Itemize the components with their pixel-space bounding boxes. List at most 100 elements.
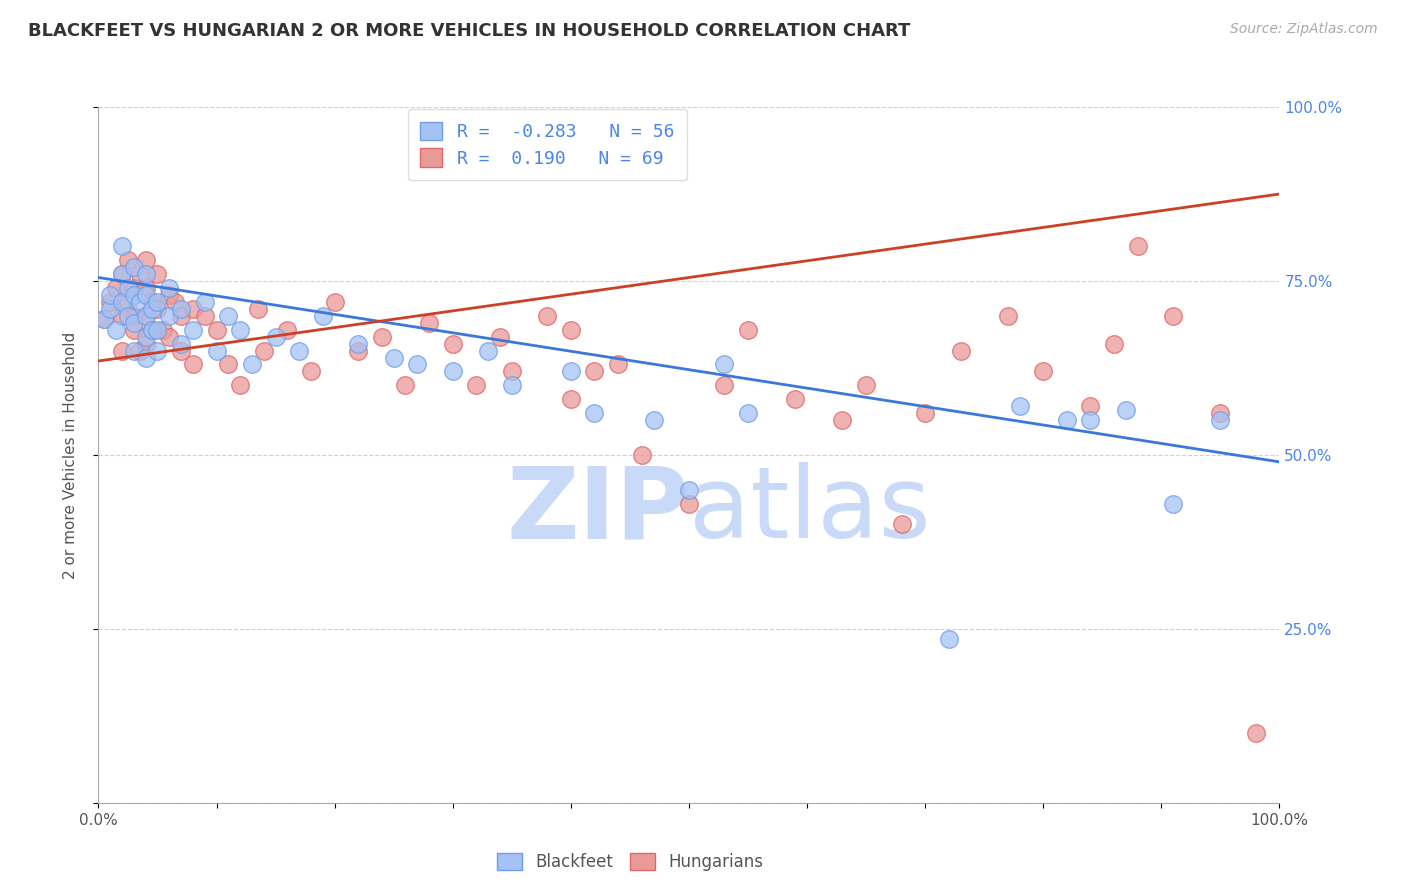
Point bbox=[152, 323, 174, 337]
Point bbox=[288, 343, 311, 358]
Text: Source: ZipAtlas.com: Source: ZipAtlas.com bbox=[1230, 22, 1378, 37]
Point bbox=[111, 267, 134, 281]
Point bbox=[406, 358, 429, 372]
Point bbox=[111, 343, 134, 358]
Point bbox=[128, 294, 150, 309]
Point bbox=[98, 294, 121, 309]
Point bbox=[217, 358, 239, 372]
Point bbox=[855, 378, 877, 392]
Point bbox=[117, 294, 139, 309]
Point bbox=[98, 301, 121, 316]
Point bbox=[117, 309, 139, 323]
Point bbox=[441, 336, 464, 351]
Point bbox=[135, 351, 157, 365]
Point bbox=[122, 260, 145, 274]
Point bbox=[170, 301, 193, 316]
Point bbox=[536, 309, 558, 323]
Point bbox=[181, 301, 204, 316]
Point bbox=[737, 406, 759, 420]
Point bbox=[165, 294, 187, 309]
Point bbox=[217, 309, 239, 323]
Point bbox=[170, 336, 193, 351]
Point bbox=[299, 364, 322, 378]
Point bbox=[382, 351, 405, 365]
Point bbox=[264, 329, 287, 343]
Point bbox=[205, 323, 228, 337]
Point bbox=[630, 448, 652, 462]
Point bbox=[146, 323, 169, 337]
Point bbox=[141, 323, 163, 337]
Point bbox=[276, 323, 298, 337]
Point bbox=[170, 343, 193, 358]
Point bbox=[128, 343, 150, 358]
Text: BLACKFEET VS HUNGARIAN 2 OR MORE VEHICLES IN HOUSEHOLD CORRELATION CHART: BLACKFEET VS HUNGARIAN 2 OR MORE VEHICLE… bbox=[28, 22, 911, 40]
Point bbox=[418, 316, 440, 330]
Point bbox=[229, 378, 252, 392]
Point bbox=[1126, 239, 1149, 253]
Point bbox=[122, 309, 145, 323]
Point bbox=[93, 312, 115, 326]
Point bbox=[194, 294, 217, 309]
Point bbox=[938, 632, 960, 647]
Point bbox=[312, 309, 335, 323]
Point bbox=[914, 406, 936, 420]
Point bbox=[678, 497, 700, 511]
Point bbox=[1080, 399, 1102, 413]
Point bbox=[141, 301, 163, 316]
Point bbox=[394, 378, 416, 392]
Text: ZIP: ZIP bbox=[506, 462, 689, 559]
Point bbox=[122, 316, 145, 330]
Point bbox=[122, 281, 145, 295]
Point bbox=[98, 288, 121, 302]
Point bbox=[1008, 399, 1031, 413]
Point bbox=[253, 343, 276, 358]
Point bbox=[157, 288, 180, 302]
Point bbox=[146, 294, 169, 309]
Point bbox=[157, 309, 180, 323]
Point bbox=[246, 301, 269, 316]
Point bbox=[111, 309, 134, 323]
Point bbox=[997, 309, 1019, 323]
Point bbox=[501, 364, 523, 378]
Point bbox=[785, 392, 807, 407]
Point bbox=[135, 329, 157, 343]
Point bbox=[93, 312, 115, 326]
Point bbox=[1244, 726, 1267, 740]
Point bbox=[122, 343, 145, 358]
Point bbox=[1056, 413, 1078, 427]
Point bbox=[477, 343, 499, 358]
Point bbox=[105, 281, 128, 295]
Legend: Blackfeet, Hungarians: Blackfeet, Hungarians bbox=[491, 847, 769, 878]
Text: atlas: atlas bbox=[689, 462, 931, 559]
Point bbox=[1080, 413, 1102, 427]
Point bbox=[489, 329, 512, 343]
Point bbox=[347, 343, 370, 358]
Point bbox=[111, 294, 134, 309]
Point bbox=[890, 517, 912, 532]
Point bbox=[713, 358, 735, 372]
Point bbox=[170, 309, 193, 323]
Point bbox=[1209, 406, 1232, 420]
Point bbox=[205, 343, 228, 358]
Point bbox=[135, 267, 157, 281]
Point bbox=[141, 294, 163, 309]
Point bbox=[607, 358, 630, 372]
Y-axis label: 2 or more Vehicles in Household: 2 or more Vehicles in Household bbox=[63, 331, 77, 579]
Point bbox=[1115, 402, 1137, 417]
Point bbox=[583, 406, 606, 420]
Point bbox=[583, 364, 606, 378]
Point bbox=[1102, 336, 1125, 351]
Point bbox=[501, 378, 523, 392]
Point bbox=[949, 343, 972, 358]
Point bbox=[240, 358, 263, 372]
Point bbox=[441, 364, 464, 378]
Point bbox=[465, 378, 488, 392]
Point bbox=[135, 309, 157, 323]
Point bbox=[135, 281, 157, 295]
Point bbox=[141, 323, 163, 337]
Point bbox=[713, 378, 735, 392]
Point bbox=[157, 281, 180, 295]
Point bbox=[560, 323, 582, 337]
Point bbox=[323, 294, 346, 309]
Point bbox=[146, 301, 169, 316]
